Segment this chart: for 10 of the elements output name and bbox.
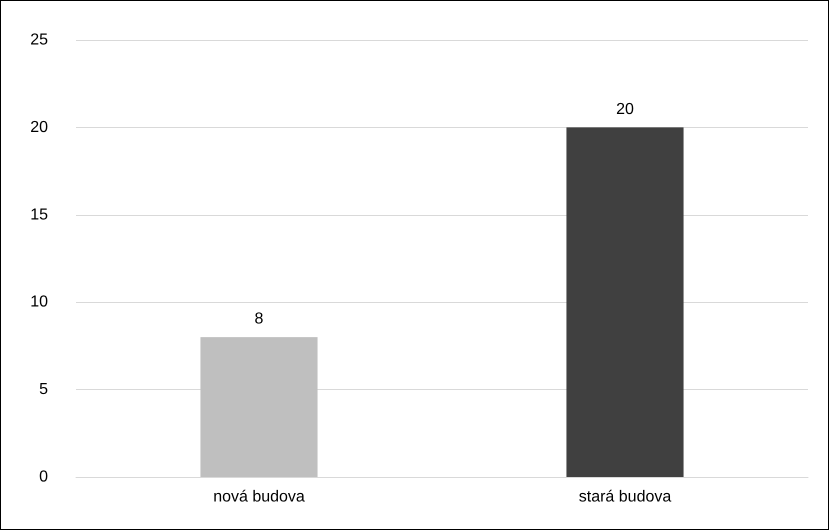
data-label: 20 xyxy=(616,100,634,118)
y-tick-label: 20 xyxy=(30,118,48,136)
y-tick-label: 5 xyxy=(39,381,48,398)
y-tick-label: 25 xyxy=(30,32,48,48)
y-tick-label: 15 xyxy=(30,206,48,224)
x-tick-label: stará budova xyxy=(578,488,672,506)
y-tick-label: 10 xyxy=(30,294,48,311)
data-label: 8 xyxy=(254,310,264,328)
y-tick-label: 0 xyxy=(39,468,48,486)
x-tick-label: nová budova xyxy=(213,488,305,506)
